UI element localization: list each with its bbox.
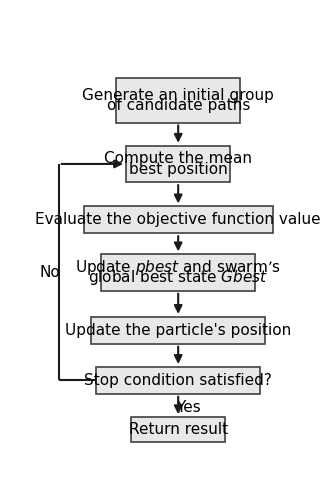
Text: Return result: Return result bbox=[129, 422, 228, 437]
Text: Generate an initial group: Generate an initial group bbox=[82, 88, 274, 102]
Text: Compute the mean: Compute the mean bbox=[104, 151, 252, 166]
FancyBboxPatch shape bbox=[101, 254, 255, 291]
FancyBboxPatch shape bbox=[126, 146, 230, 182]
FancyBboxPatch shape bbox=[131, 417, 225, 442]
Text: Update $\mathit{pbest}$ and swarm’s: Update $\mathit{pbest}$ and swarm’s bbox=[75, 258, 281, 276]
Text: of candidate paths: of candidate paths bbox=[107, 98, 250, 114]
Text: Update the particle's position: Update the particle's position bbox=[65, 323, 291, 338]
FancyBboxPatch shape bbox=[84, 206, 273, 234]
Text: best position: best position bbox=[129, 162, 228, 177]
Text: Stop condition satisfied?: Stop condition satisfied? bbox=[84, 373, 272, 388]
Text: Evaluate the objective function value: Evaluate the objective function value bbox=[35, 212, 321, 228]
FancyBboxPatch shape bbox=[116, 78, 240, 122]
Text: Yes: Yes bbox=[176, 400, 201, 415]
Text: global best state $\mathit{Gbest}$: global best state $\mathit{Gbest}$ bbox=[88, 268, 268, 287]
Text: No: No bbox=[40, 265, 60, 280]
FancyBboxPatch shape bbox=[96, 367, 260, 394]
FancyBboxPatch shape bbox=[91, 317, 265, 344]
